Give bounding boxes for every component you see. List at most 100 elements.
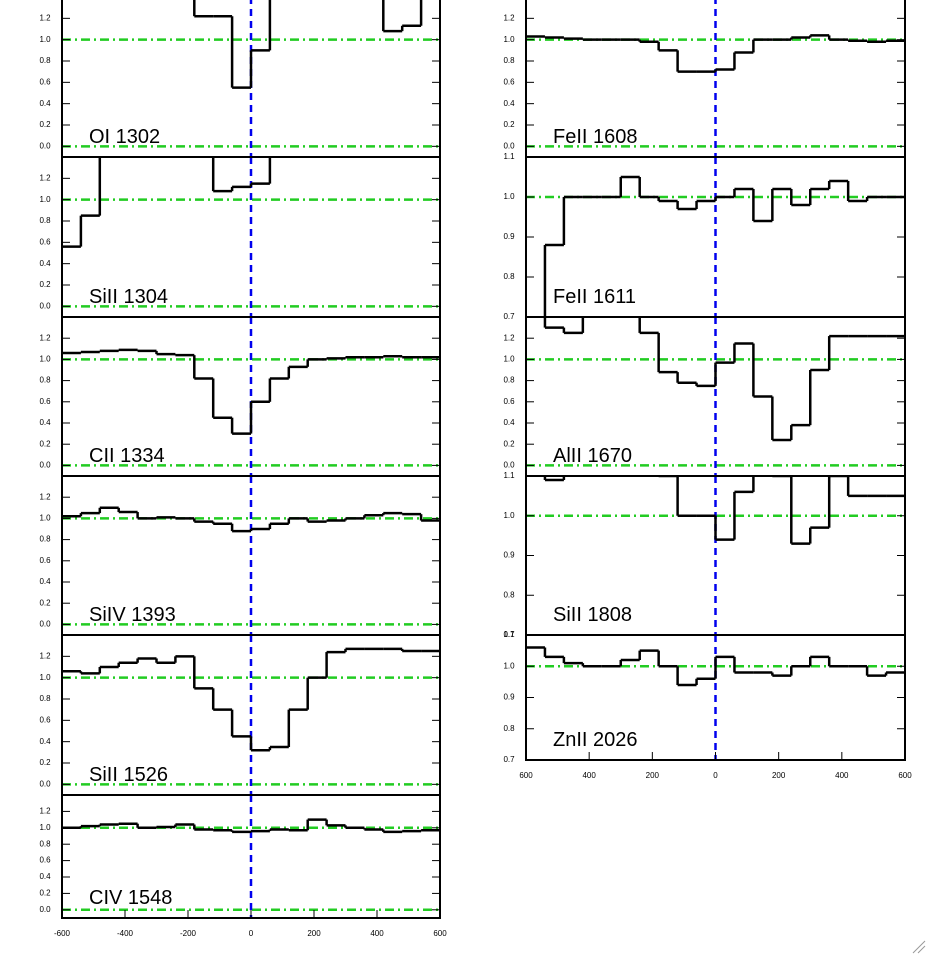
y-tick-label: 0.7 <box>503 755 515 764</box>
y-tick-label: 0.0 <box>503 461 515 470</box>
y-tick-label: 1.1 <box>503 152 515 161</box>
panel: 0.0 0.2 0.4 0.6 0.8 1.0 1.2 SiII 1304 <box>39 156 441 318</box>
y-tick-label: 0.2 <box>39 280 51 289</box>
y-tick-label: 1.2 <box>39 651 51 660</box>
y-tick-label: 0.8 <box>503 724 515 733</box>
panel-label: CII 1334 <box>89 445 165 467</box>
y-tick-label: 0.6 <box>39 856 51 865</box>
y-tick-label: 1.0 <box>503 35 515 44</box>
plot-area <box>62 317 440 476</box>
panel: 0.0 0.2 0.4 0.6 0.8 1.0 1.2 -600 -400 -200 0 200 400… <box>39 794 447 938</box>
y-tick-label: 0.2 <box>503 439 515 448</box>
panel: 0.0 0.2 0.4 0.6 0.8 1.0 1.2 CII 1334 <box>39 316 441 477</box>
y-tick-label: 0.6 <box>503 397 515 406</box>
x-tick-label: 400 <box>582 771 596 780</box>
plot-area <box>62 157 440 317</box>
x-tick-label: 400 <box>835 771 849 780</box>
y-tick-label: 1.0 <box>503 192 515 201</box>
panel: 0.7 0.8 0.9 1.0 1.1 600 400 200 0 200 400 600 ZnII 2… <box>503 630 912 780</box>
y-tick-label: 0.6 <box>39 237 51 246</box>
y-tick-label: 0.2 <box>39 758 51 767</box>
y-tick-label: 0.8 <box>39 376 51 385</box>
y-tick-label: 0.8 <box>39 56 51 65</box>
y-tick-label: 0.4 <box>503 418 515 427</box>
y-tick-label: 0.6 <box>39 556 51 565</box>
y-tick-label: 0.2 <box>39 439 51 448</box>
y-tick-label: 0.8 <box>39 839 51 848</box>
x-tick-label: -600 <box>54 929 71 938</box>
y-tick-label: 0.9 <box>503 551 515 560</box>
panel: 0.7 0.8 0.9 1.0 1.1 FeII 1611 <box>503 152 906 321</box>
panel: 0.7 0.8 0.9 1.0 1.1 SiII 1808 <box>503 471 906 639</box>
y-tick-label: 1.0 <box>39 35 51 44</box>
y-tick-label: 1.2 <box>503 333 515 342</box>
panel-label: SiII 1808 <box>553 604 632 626</box>
y-tick-label: 1.2 <box>503 13 515 22</box>
y-tick-label: 1.0 <box>39 355 51 364</box>
y-tick-label: 1.0 <box>39 514 51 523</box>
x-tick-label: 0 <box>713 771 718 780</box>
panel: 0.0 0.2 0.4 0.6 0.8 1.0 1.2 SiII 1526 <box>39 634 441 796</box>
plot-area <box>526 0 905 157</box>
plot-area <box>526 317 905 476</box>
x-tick-label: 0 <box>249 929 254 938</box>
y-tick-label: 0.0 <box>503 141 515 150</box>
y-tick-label: 0.2 <box>503 120 515 129</box>
y-tick-label: 1.0 <box>39 673 51 682</box>
y-tick-label: 0.2 <box>39 598 51 607</box>
y-tick-label: 1.2 <box>39 13 51 22</box>
x-tick-label: 600 <box>433 929 447 938</box>
panel-label: ZnII 2026 <box>553 729 638 751</box>
y-tick-label: 0.8 <box>503 56 515 65</box>
plot-area <box>62 635 440 795</box>
panel: 0.0 0.2 0.4 0.6 0.8 1.0 1.2 FeII 1608 <box>503 0 906 158</box>
y-tick-label: 0.6 <box>39 77 51 86</box>
x-tick-label: 200 <box>646 771 660 780</box>
y-tick-label: 0.2 <box>39 889 51 898</box>
y-tick-label: 1.1 <box>503 471 515 480</box>
y-tick-label: 0.4 <box>39 259 51 268</box>
y-tick-label: 0.4 <box>39 99 51 108</box>
y-tick-label: 1.2 <box>39 807 51 816</box>
y-tick-label: 0.8 <box>39 216 51 225</box>
y-tick-label: 1.1 <box>503 630 515 639</box>
x-tick-label: 200 <box>772 771 786 780</box>
y-tick-label: 0.8 <box>39 694 51 703</box>
panel: 0.0 0.2 0.4 0.6 0.8 1.0 1.2 SiIV 1393 <box>39 475 441 636</box>
y-tick-label: 0.6 <box>503 77 515 86</box>
panel-label: OI 1302 <box>89 126 160 148</box>
y-tick-label: 0.7 <box>503 312 515 321</box>
y-tick-label: 0.0 <box>39 905 51 914</box>
y-tick-label: 0.0 <box>39 461 51 470</box>
y-tick-label: 0.0 <box>39 620 51 629</box>
y-tick-label: 0.0 <box>39 779 51 788</box>
y-tick-label: 1.0 <box>39 823 51 832</box>
y-tick-label: 0.4 <box>39 577 51 586</box>
y-tick-label: 1.0 <box>503 661 515 670</box>
panel-label: SiII 1526 <box>89 764 168 786</box>
x-tick-label: 600 <box>519 771 533 780</box>
x-tick-label: -200 <box>180 929 197 938</box>
y-tick-label: 1.0 <box>39 195 51 204</box>
y-tick-label: 0.8 <box>39 535 51 544</box>
y-tick-label: 0.8 <box>503 272 515 281</box>
y-tick-label: 0.4 <box>503 99 515 108</box>
panel-label: SiIV 1393 <box>89 604 176 626</box>
x-tick-label: 600 <box>898 771 912 780</box>
panel: 0.0 0.2 0.4 0.6 0.8 1.0 1.2 OI 1302 <box>39 0 441 158</box>
panel-label: FeII 1608 <box>553 126 638 148</box>
x-tick-label: 200 <box>307 929 321 938</box>
panel-label: AlII 1670 <box>553 445 632 467</box>
y-tick-label: 1.2 <box>39 173 51 182</box>
panel-label: CIV 1548 <box>89 887 172 909</box>
panel: 0.0 0.2 0.4 0.6 0.8 1.0 1.2 AlII 1670 <box>503 316 906 477</box>
panel-label: SiII 1304 <box>89 286 168 308</box>
x-tick-label: 400 <box>370 929 384 938</box>
plot-area <box>62 476 440 635</box>
resize-grip <box>912 940 926 954</box>
y-tick-label: 0.9 <box>503 693 515 702</box>
y-tick-label: 0.4 <box>39 872 51 881</box>
y-tick-label: 1.2 <box>39 492 51 501</box>
y-tick-label: 0.2 <box>39 120 51 129</box>
